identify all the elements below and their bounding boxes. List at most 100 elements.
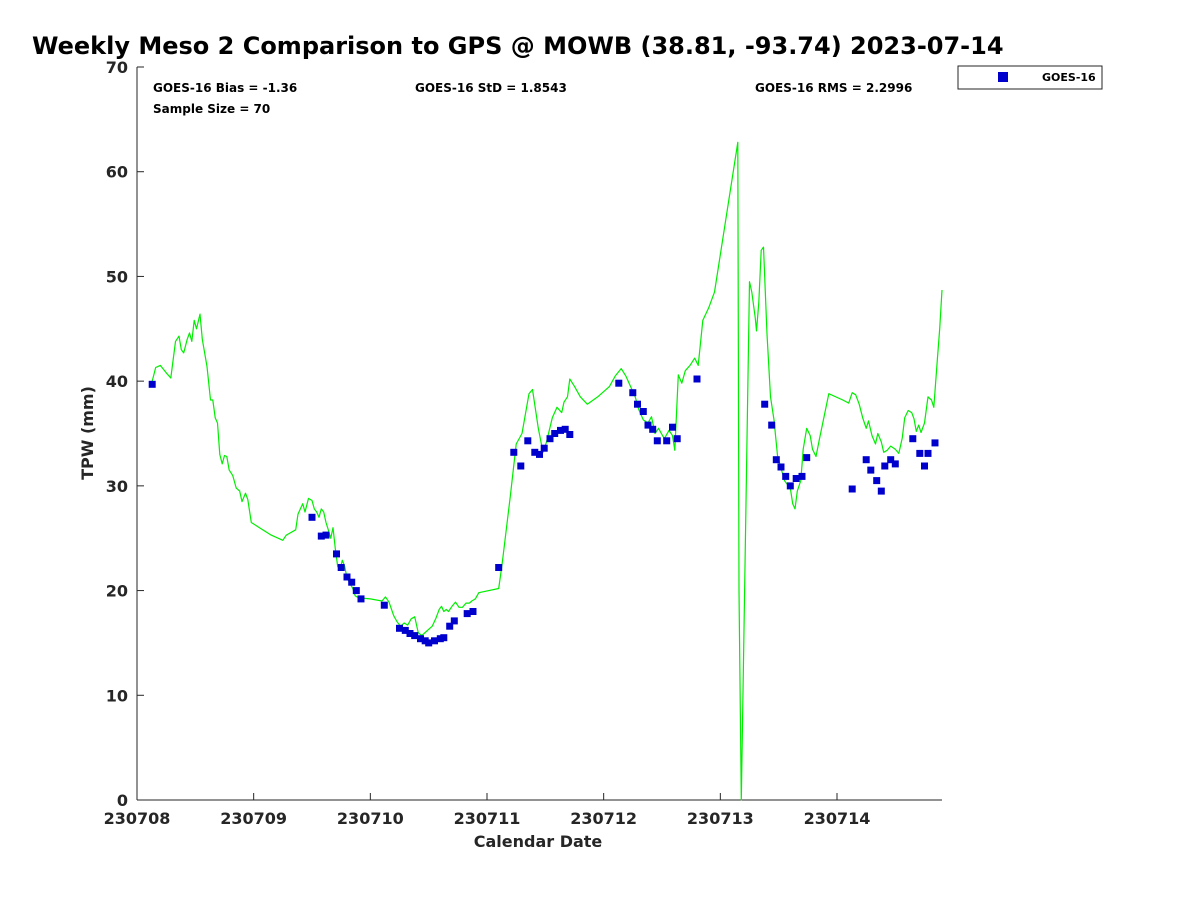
goes16-marker [862, 456, 870, 464]
goes16-marker [916, 449, 924, 457]
goes16-marker [921, 462, 928, 470]
goes16-marker [440, 634, 448, 642]
goes16-marker [524, 437, 532, 445]
goes16-marker [792, 475, 800, 482]
goes16-marker [446, 622, 454, 630]
goes16-marker [663, 437, 671, 445]
goes16-marker [148, 380, 156, 388]
goes16-marker [877, 487, 885, 495]
goes16-marker [425, 639, 433, 647]
goes16-marker [693, 375, 701, 383]
goes16-marker [803, 454, 811, 462]
goes16-marker [881, 462, 889, 470]
stat-bias: GOES-16 Bias = -1.36 [153, 81, 297, 95]
legend-box [957, 65, 1103, 90]
y-tick-label: 20 [106, 582, 128, 601]
y-tick-label: 30 [106, 477, 128, 496]
goes16-marker [649, 425, 657, 433]
goes16-marker [669, 423, 676, 431]
x-tick-label: 230714 [804, 809, 871, 828]
goes16-marker [450, 617, 458, 625]
goes16-marker [848, 485, 856, 493]
goes16-marker-layer [148, 375, 939, 647]
goes16-marker [411, 632, 419, 640]
legend-marker-square [998, 72, 1008, 82]
goes16-marker [867, 466, 875, 474]
y-tick-label: 60 [106, 163, 128, 182]
goes16-marker [308, 513, 316, 521]
x-tick-label: 230710 [337, 809, 404, 828]
plot-area [136, 67, 942, 801]
goes16-marker [337, 564, 345, 571]
stat-std: GOES-16 StD = 1.8543 [415, 81, 567, 95]
goes16-marker [673, 435, 681, 443]
goes16-marker [924, 449, 932, 457]
x-tick-label: 230712 [570, 809, 637, 828]
goes16-marker [343, 573, 351, 581]
y-tick-label: 70 [106, 58, 128, 77]
goes16-marker [557, 426, 564, 434]
x-tick-label: 230713 [687, 809, 754, 828]
y-axis-label: TPW (mm) [78, 386, 97, 480]
gps-tpw-line [151, 141, 943, 801]
goes16-marker [909, 435, 917, 443]
goes16-marker [352, 587, 360, 595]
y-tick-label: 50 [106, 267, 128, 286]
goes16-marker [551, 430, 559, 437]
goes16-marker [431, 637, 438, 645]
x-axis-label: Calendar Date [474, 832, 603, 851]
goes16-marker [463, 610, 471, 618]
goes16-marker [417, 635, 424, 643]
goes16-marker [782, 472, 790, 480]
goes16-marker [887, 456, 895, 464]
y-axis-ticks: 0 10 20 30 40 50 60 70 [106, 58, 144, 810]
goes16-marker [348, 578, 356, 586]
goes16-marker [768, 421, 776, 429]
goes16-marker [561, 425, 569, 433]
stat-sample-size: Sample Size = 70 [153, 102, 270, 116]
goes16-marker [380, 601, 388, 609]
goes16-marker [517, 462, 525, 470]
goes16-marker [406, 630, 414, 637]
goes16-marker [322, 531, 330, 539]
goes16-marker [644, 421, 652, 429]
goes16-marker [546, 435, 554, 443]
goes16-marker [536, 450, 543, 458]
gps-line-layer [151, 141, 943, 801]
goes16-marker [777, 463, 785, 471]
goes16-marker [540, 444, 548, 452]
x-tick-label: 230709 [220, 809, 287, 828]
goes16-marker [653, 437, 661, 445]
legend: GOES-16 [957, 65, 1103, 90]
legend-label-goes16: GOES-16 [1042, 71, 1096, 84]
goes16-marker [772, 456, 780, 464]
x-tick-label: 230711 [454, 809, 521, 828]
goes16-marker [761, 400, 769, 408]
goes16-marker [510, 448, 518, 456]
goes16-marker [333, 550, 340, 558]
goes16-marker [931, 439, 939, 447]
y-tick-label: 10 [106, 686, 128, 705]
goes16-marker [798, 472, 806, 480]
goes16-marker [357, 595, 365, 603]
goes16-marker [401, 626, 409, 634]
y-tick-label: 0 [117, 791, 128, 810]
goes16-marker [786, 482, 794, 490]
y-tick-label: 40 [106, 372, 128, 391]
goes16-marker [566, 431, 574, 438]
goes16-marker [495, 564, 503, 571]
goes16-marker [629, 389, 637, 397]
x-axis-ticks: 230708 230709 230710 230711 230712 230713 2307… [104, 793, 871, 828]
goes16-marker [615, 379, 623, 387]
goes16-marker [873, 477, 881, 485]
goes16-marker [396, 624, 403, 632]
goes16-marker [531, 448, 539, 456]
goes16-marker [469, 608, 477, 615]
chart-title: Weekly Meso 2 Comparison to GPS @ MOWB (… [32, 32, 1004, 60]
goes16-marker [891, 460, 899, 468]
goes16-marker [317, 532, 325, 540]
goes16-marker [639, 408, 647, 415]
x-tick-label: 230708 [104, 809, 171, 828]
stat-rms: GOES-16 RMS = 2.2996 [755, 81, 912, 95]
